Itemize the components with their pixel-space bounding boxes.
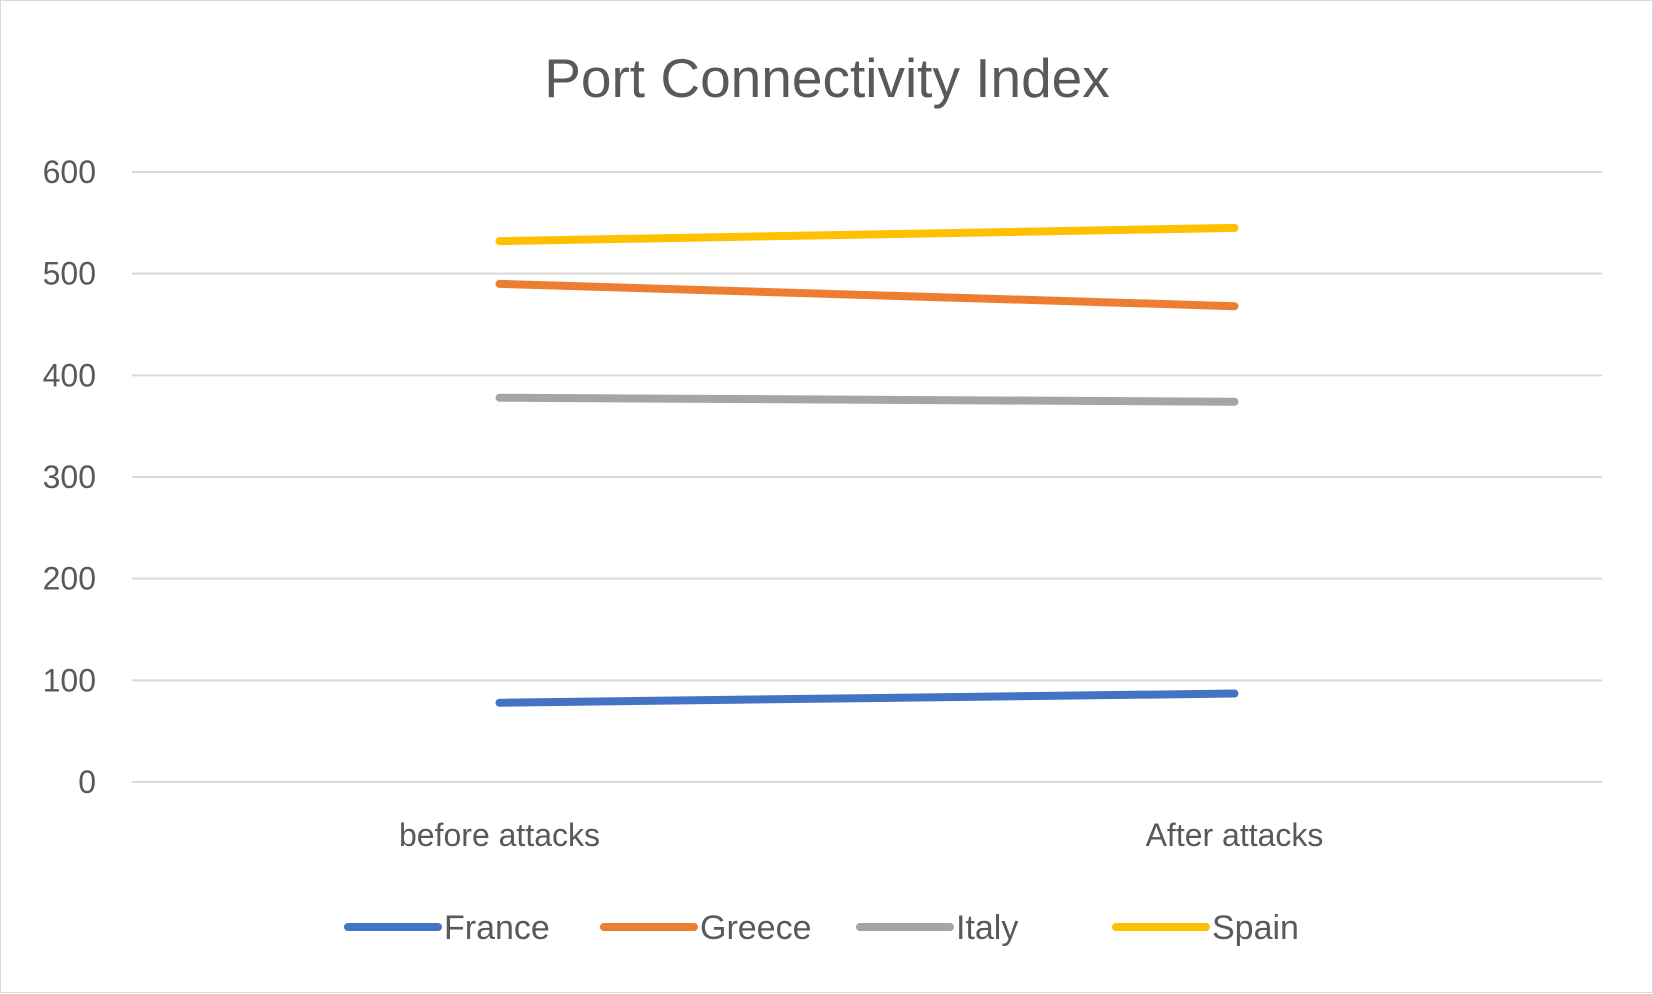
series-line-greece xyxy=(495,279,1239,311)
y-tick-label: 300 xyxy=(43,459,96,495)
legend-item-greece: Greece xyxy=(600,909,812,947)
gridlines xyxy=(132,171,1602,783)
legend-label: France xyxy=(444,909,550,947)
x-axis-tick-labels: before attacks After attacks xyxy=(399,817,1323,853)
y-tick-label: 100 xyxy=(43,662,96,698)
legend-label: Greece xyxy=(700,909,812,947)
y-tick-label: 400 xyxy=(43,357,96,393)
legend-item-italy: Italy xyxy=(856,909,1018,947)
y-tick-label: 500 xyxy=(43,256,96,292)
legend: France Greece Italy Spain xyxy=(344,909,1299,947)
y-tick-label: 200 xyxy=(43,561,96,597)
y-tick-label: 0 xyxy=(78,764,96,800)
y-axis-tick-labels: 0 100 200 300 400 500 600 xyxy=(43,154,96,800)
series-line-italy xyxy=(495,393,1239,406)
legend-item-france: France xyxy=(344,909,550,947)
y-tick-label: 600 xyxy=(43,154,96,190)
chart-title: Port Connectivity Index xyxy=(544,47,1110,109)
legend-item-spain: Spain xyxy=(1112,909,1299,947)
series-lines xyxy=(495,223,1239,707)
series-line-spain xyxy=(495,223,1239,246)
legend-label: Spain xyxy=(1212,909,1299,947)
x-tick-label: before attacks xyxy=(399,817,600,853)
x-tick-label: After attacks xyxy=(1146,817,1324,853)
legend-label: Italy xyxy=(956,909,1018,947)
series-line-france xyxy=(495,689,1239,707)
